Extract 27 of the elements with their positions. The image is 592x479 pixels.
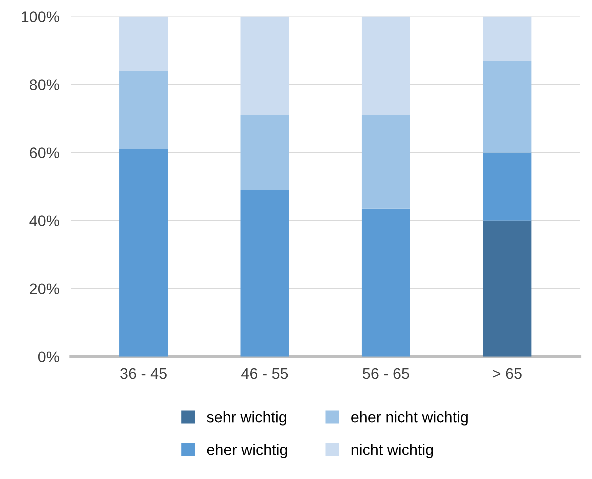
y-tick-label: 60% — [30, 148, 60, 158]
x-tick-label: 56 - 65 — [363, 368, 410, 380]
x-tick-label: > 65 — [493, 368, 522, 380]
legend-label: eher nicht wichtig — [352, 411, 468, 426]
y-tick-label: 20% — [30, 284, 60, 295]
bar — [362, 16, 410, 116]
x-tick-label: 36 - 45 — [120, 368, 167, 380]
bar — [120, 71, 168, 150]
bar — [483, 60, 532, 153]
legend-label: eher wichtig — [207, 444, 288, 458]
bar — [483, 16, 532, 61]
bar — [362, 115, 410, 209]
bar — [240, 190, 290, 357]
bar — [240, 16, 290, 116]
bar — [483, 152, 532, 221]
bar — [362, 208, 410, 357]
y-tick-label: 80% — [30, 80, 60, 90]
y-tick-label: 40% — [30, 216, 60, 227]
y-tick-label: 100% — [22, 12, 60, 22]
y-tick-label: 0% — [38, 352, 60, 363]
legend-label: sehr wichtig — [207, 411, 286, 426]
bar — [120, 149, 168, 357]
legend-label: nicht wichtig — [352, 444, 434, 458]
bar — [483, 220, 532, 357]
x-tick-label: 46 - 55 — [242, 368, 288, 380]
bar — [120, 16, 168, 72]
bar — [240, 115, 290, 190]
